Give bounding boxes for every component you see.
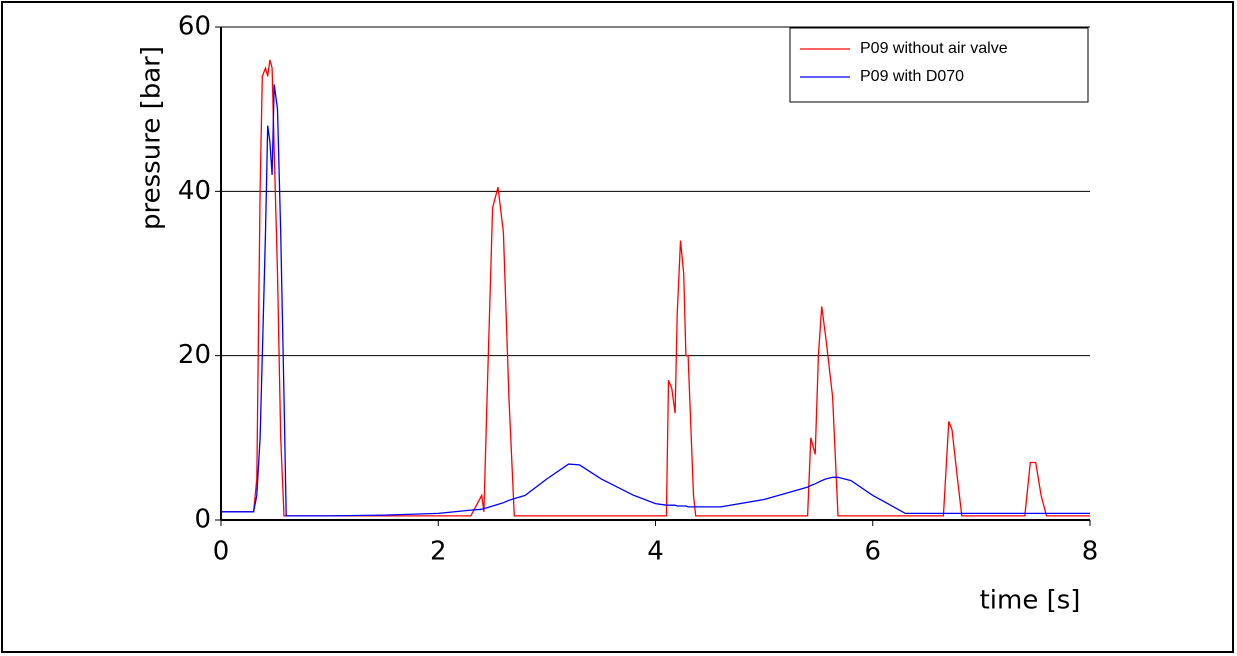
x-tick-label: 2 [430,537,447,567]
legend-label: P09 without air valve [860,40,1008,57]
x-tick-label: 6 [864,537,881,567]
y-tick-label: 0 [194,505,211,535]
y-tick-label: 60 [178,12,211,42]
x-axis-label: time [s] [980,586,1081,616]
y-tick-label: 40 [178,176,211,206]
x-tick-label: 4 [647,537,664,567]
x-tick-label: 8 [1082,537,1099,567]
y-axis-label: pressure [bar] [137,46,167,230]
legend-label: P09 with D070 [860,68,964,85]
series-line [221,59,1090,517]
legend-box [789,27,1089,103]
x-tick-label: 0 [213,537,230,567]
y-tick-label: 20 [178,340,211,370]
series-line [221,84,1090,517]
